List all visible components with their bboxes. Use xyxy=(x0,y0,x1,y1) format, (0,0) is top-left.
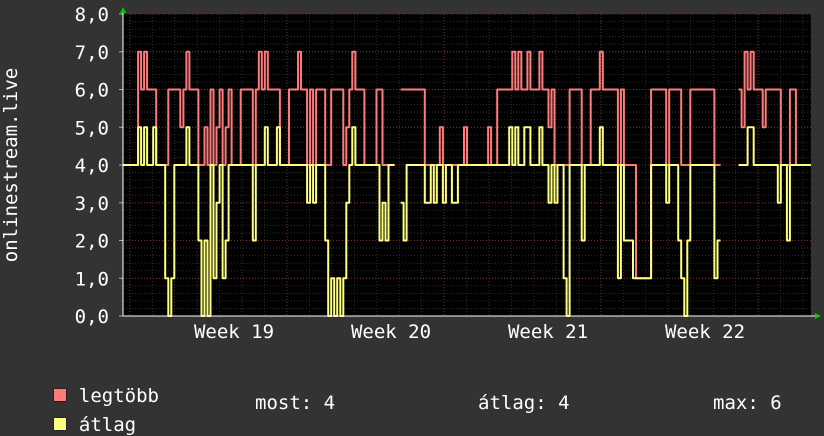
stat-atlag: átlag: 4 xyxy=(478,392,570,414)
y-tick-label: 4,0 xyxy=(75,155,109,177)
y-tick-label: 8,0 xyxy=(75,4,109,26)
x-tick-label: Week 19 xyxy=(194,321,274,343)
x-tick-label: Week 21 xyxy=(508,321,588,343)
chart-series-group xyxy=(123,50,811,317)
stat-max: max: 6 xyxy=(713,392,782,414)
y-tick-label: 3,0 xyxy=(75,193,109,215)
legend-swatch-avg xyxy=(52,416,67,431)
y-axis-label: onlinestream.live xyxy=(0,68,22,262)
y-tick-label: 5,0 xyxy=(75,117,109,139)
legend-label-max: legtöbb xyxy=(78,385,159,407)
legend-swatch-max xyxy=(52,387,67,402)
legend-item-max: legtöbb xyxy=(30,363,159,407)
x-axis-arrow xyxy=(815,313,821,319)
chart-axes: 0,0 1,0 2,0 3,0 4,0 5,0 6,0 7,0 8,0 Week 19 Week 2… xyxy=(75,4,821,343)
legend-item-avg: átlag xyxy=(30,392,136,436)
y-tick-label: 0,0 xyxy=(75,306,109,328)
y-axis-arrow xyxy=(120,7,126,13)
y-tick-label: 6,0 xyxy=(75,80,109,102)
x-tick-label: Week 20 xyxy=(351,321,431,343)
legend-label-avg: átlag xyxy=(78,414,137,436)
stat-most: most: 4 xyxy=(255,392,336,414)
y-tick-label: 1,0 xyxy=(75,268,109,290)
y-tick-label: 2,0 xyxy=(75,231,109,253)
x-tick-label: Week 22 xyxy=(665,321,745,343)
y-tick-label: 7,0 xyxy=(75,42,109,64)
